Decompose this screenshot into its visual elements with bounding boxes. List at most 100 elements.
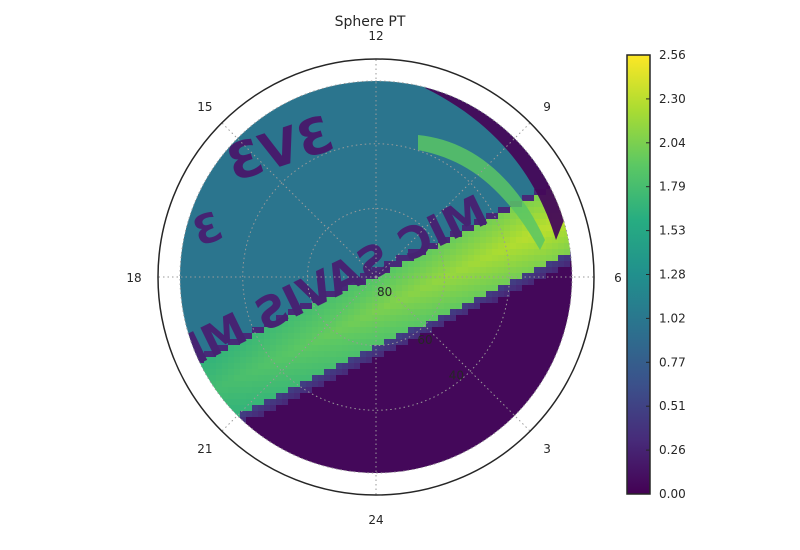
heatmap-cell bbox=[540, 261, 547, 268]
heatmap-cell bbox=[510, 243, 517, 250]
heatmap-cell bbox=[522, 309, 529, 316]
heatmap-cell bbox=[414, 249, 421, 256]
heatmap-cell bbox=[186, 333, 193, 340]
heatmap-cell bbox=[348, 237, 355, 244]
heatmap-cell bbox=[312, 423, 319, 430]
heatmap-cell bbox=[360, 291, 367, 298]
heatmap-cell bbox=[468, 243, 475, 250]
heatmap-cell bbox=[360, 297, 367, 304]
heatmap-cell bbox=[378, 123, 385, 130]
heatmap-cell bbox=[360, 225, 367, 232]
heatmap-cell bbox=[504, 345, 511, 352]
heatmap-cell bbox=[468, 183, 475, 190]
heatmap-cell bbox=[282, 441, 289, 448]
heatmap-cell bbox=[486, 411, 493, 418]
heatmap-cell bbox=[192, 189, 199, 196]
heatmap-cell bbox=[198, 201, 205, 208]
heatmap-cell bbox=[354, 117, 361, 124]
heatmap-cell bbox=[294, 387, 301, 394]
heatmap-cell bbox=[480, 183, 487, 190]
heatmap-cell bbox=[306, 135, 313, 142]
heatmap-cell bbox=[468, 255, 475, 262]
heatmap-cell bbox=[282, 249, 289, 256]
heatmap-cell bbox=[390, 435, 397, 442]
heatmap-cell bbox=[456, 201, 463, 208]
heatmap-cell bbox=[360, 303, 367, 310]
heatmap-cell bbox=[228, 321, 235, 328]
heatmap-cell bbox=[474, 369, 481, 376]
heatmap-cell bbox=[252, 309, 259, 316]
heatmap-cell bbox=[474, 123, 481, 130]
heatmap-cell bbox=[294, 225, 301, 232]
heatmap-cell bbox=[456, 249, 463, 256]
heatmap-cell bbox=[510, 171, 517, 178]
heatmap-cell bbox=[354, 297, 361, 304]
heatmap-cell bbox=[528, 345, 535, 352]
heatmap-cell bbox=[426, 285, 433, 292]
heatmap-cell bbox=[438, 405, 445, 412]
heatmap-cell bbox=[474, 387, 481, 394]
heatmap-cell bbox=[246, 249, 253, 256]
heatmap-cell bbox=[414, 447, 421, 454]
heatmap-cell bbox=[318, 201, 325, 208]
heatmap-cell bbox=[306, 369, 313, 376]
heatmap-cell bbox=[516, 399, 523, 406]
heatmap-cell bbox=[426, 183, 433, 190]
heatmap-cell bbox=[420, 297, 427, 304]
heatmap-cell bbox=[222, 321, 229, 328]
heatmap-cell bbox=[282, 279, 289, 286]
heatmap-cell bbox=[420, 207, 427, 214]
heatmap-cell bbox=[240, 201, 247, 208]
heatmap-cell bbox=[432, 255, 439, 262]
heatmap-cell bbox=[336, 315, 343, 322]
heatmap-cell bbox=[504, 177, 511, 184]
heatmap-cell bbox=[510, 219, 517, 226]
heatmap-cell bbox=[342, 153, 349, 160]
heatmap-cell bbox=[384, 435, 391, 442]
heatmap-cell bbox=[384, 153, 391, 160]
heatmap-cell bbox=[234, 201, 241, 208]
heatmap-cell bbox=[552, 327, 559, 334]
heatmap-cell bbox=[432, 381, 439, 388]
heatmap-cell bbox=[492, 357, 499, 364]
heatmap-cell bbox=[240, 243, 247, 250]
heatmap-cell bbox=[426, 399, 433, 406]
heatmap-cell bbox=[288, 297, 295, 304]
heatmap-cell bbox=[426, 369, 433, 376]
heatmap-cell bbox=[288, 441, 295, 448]
heatmap-cell bbox=[342, 117, 349, 124]
heatmap-cell bbox=[558, 201, 565, 208]
heatmap-cell bbox=[330, 147, 337, 154]
heatmap-cell bbox=[372, 441, 379, 448]
heatmap-cell bbox=[276, 177, 283, 184]
heatmap-cell bbox=[216, 381, 223, 388]
heatmap-cell bbox=[384, 237, 391, 244]
heatmap-cell bbox=[396, 171, 403, 178]
heatmap-cell bbox=[402, 105, 409, 112]
heatmap-cell bbox=[390, 381, 397, 388]
heatmap-cell bbox=[366, 99, 373, 106]
theta-grid-line bbox=[221, 276, 377, 432]
heatmap-cell bbox=[324, 195, 331, 202]
heatmap-cell bbox=[318, 183, 325, 190]
heatmap-cell bbox=[462, 435, 469, 442]
heatmap-cell bbox=[558, 285, 565, 292]
heatmap-cell bbox=[456, 177, 463, 184]
heatmap-cell bbox=[540, 165, 547, 172]
heatmap-cell bbox=[540, 231, 547, 238]
heatmap-cell bbox=[498, 141, 505, 148]
heatmap-cell bbox=[414, 237, 421, 244]
heatmap-cell bbox=[504, 267, 511, 274]
heatmap-cell bbox=[528, 195, 535, 202]
heatmap-cell bbox=[204, 345, 211, 352]
heatmap-cell bbox=[264, 225, 271, 232]
heatmap-cell bbox=[408, 429, 415, 436]
heatmap-cell bbox=[294, 261, 301, 268]
heatmap-cell bbox=[306, 225, 313, 232]
heatmap-cell bbox=[492, 225, 499, 232]
heatmap-cell bbox=[426, 411, 433, 418]
heatmap-cell bbox=[378, 219, 385, 226]
heatmap-cell bbox=[330, 315, 337, 322]
heatmap-cell bbox=[270, 225, 277, 232]
heatmap-cell bbox=[264, 153, 271, 160]
